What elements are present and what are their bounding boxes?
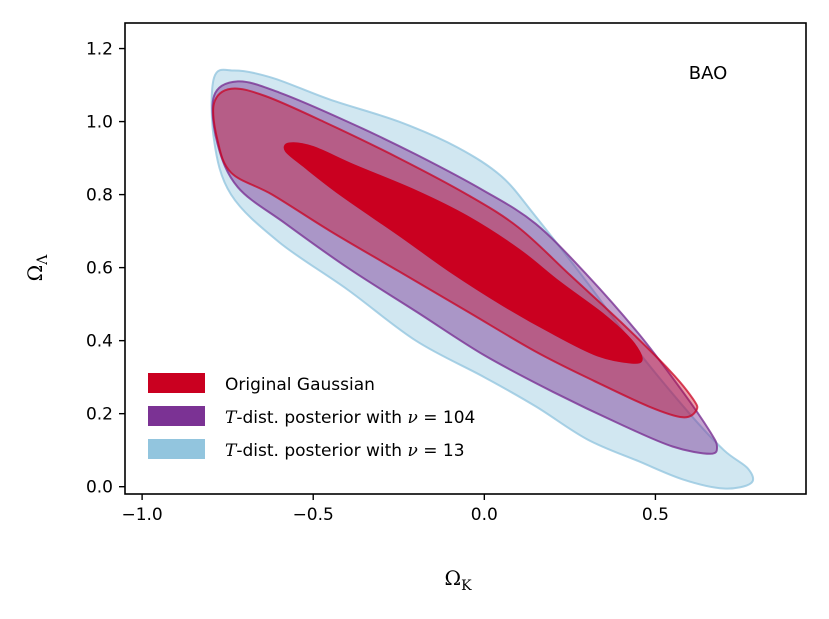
contour-3-68pct	[283, 142, 643, 364]
y-tick-label: 0.0	[86, 478, 113, 498]
plot-frame	[124, 22, 807, 495]
legend-label: T-dist. posterior with ν = 13	[225, 441, 465, 461]
x-tick-label: −1.0	[121, 505, 162, 525]
legend-swatch	[148, 439, 205, 459]
legend-swatch	[148, 406, 205, 426]
y-tick-label: 0.8	[86, 186, 113, 206]
y-tick-label: 0.4	[86, 332, 113, 352]
x-tick-label: 0.5	[642, 505, 669, 525]
legend-label: T-dist. posterior with ν = 104	[225, 408, 475, 428]
legend: Original Gaussian T-dist. posterior with …	[148, 373, 475, 461]
y-axis-label: ΩΛ	[23, 254, 51, 282]
y-tick-label: 1.2	[86, 40, 113, 60]
y-tick-label: 0.2	[86, 405, 113, 425]
x-tick-label: −0.5	[293, 505, 334, 525]
x-tick-label: 0.0	[471, 505, 498, 525]
contour-layer	[210, 68, 755, 490]
y-axis-label-subscript: Λ	[35, 254, 51, 266]
x-axis-ticks: −1.0 −0.5 0.0 0.5	[121, 494, 669, 525]
y-tick-label: 0.6	[86, 259, 113, 279]
legend-label: Original Gaussian	[225, 375, 375, 395]
y-tick-label: 1.0	[86, 113, 113, 133]
legend-swatch	[148, 373, 205, 393]
x-axis-label-subscript: K	[461, 578, 472, 594]
annotation-label: BAO	[689, 63, 728, 84]
y-axis-ticks: 0.0 0.2 0.4 0.6 0.8 1.0 1.2	[86, 40, 125, 498]
x-axis-label: ΩK	[444, 566, 472, 594]
